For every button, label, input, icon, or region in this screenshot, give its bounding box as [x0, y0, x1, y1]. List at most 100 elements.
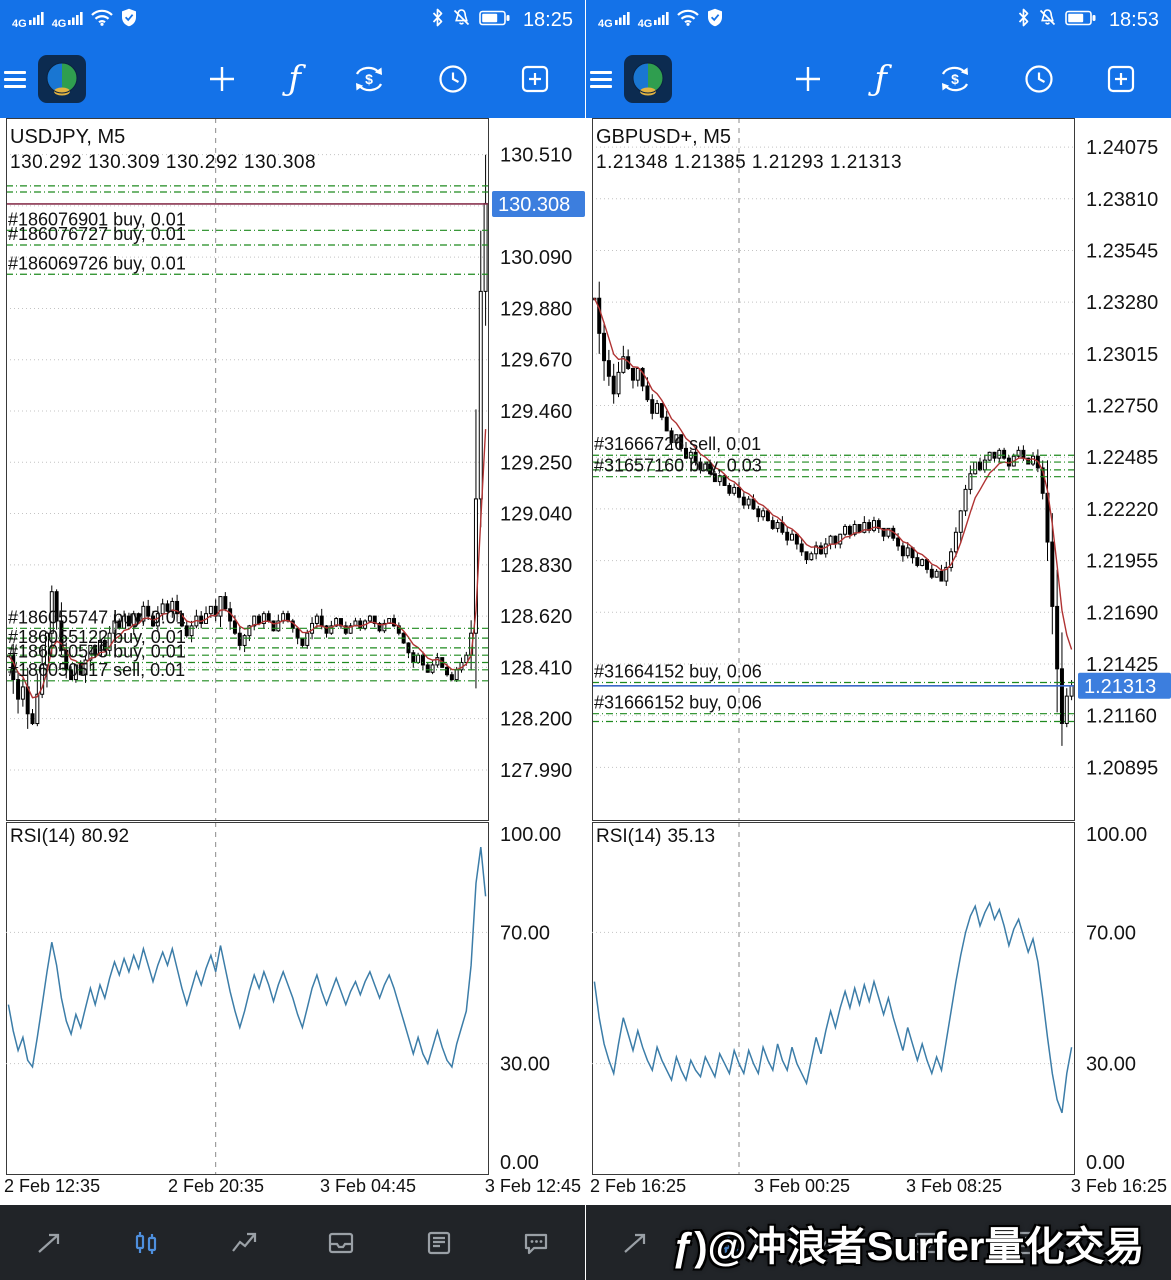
- candle-body: [11, 654, 16, 681]
- price-tick-label: 128.200: [500, 709, 572, 731]
- sim2-indicator: 4G: [638, 10, 670, 30]
- menu-button[interactable]: [4, 70, 26, 88]
- sessions-clock-icon[interactable]: [1023, 63, 1055, 95]
- app-toolbar: ƒ $: [586, 40, 1171, 118]
- candle-body: [1059, 668, 1064, 724]
- chart-region[interactable]: 130.510130.300130.090129.880129.670129.4…: [0, 118, 585, 1205]
- exchange-icon[interactable]: $: [937, 63, 973, 95]
- price-tick-label: 1.22750: [1086, 396, 1158, 418]
- candle-body: [165, 603, 170, 612]
- candle-body: [876, 520, 881, 529]
- chart-canvas[interactable]: 1.24075 1.23810 1.23545 1.23280 1.23015 1.227…: [586, 118, 1171, 1205]
- candles-layer: [6, 154, 488, 729]
- rsi-title: RSI(14): [10, 826, 76, 847]
- toolbar-icons: ƒ $: [792, 62, 1171, 96]
- order-label: #186055747 buy, 0.01: [8, 607, 186, 627]
- crosshair-icon[interactable]: [792, 63, 824, 95]
- menu-button[interactable]: [590, 70, 612, 88]
- sim1-indicator: 4G: [598, 10, 630, 30]
- candle-body: [640, 367, 645, 387]
- candle-body: [473, 498, 478, 634]
- rsi-tick-label: 70.00: [1086, 922, 1136, 944]
- candle-body: [237, 632, 242, 646]
- candle-body: [416, 654, 421, 664]
- candle-body: [314, 615, 319, 624]
- candle-body: [722, 475, 727, 486]
- nav-quotes-icon[interactable]: [34, 1229, 64, 1257]
- last-price-tag-text: 1.21313: [1084, 676, 1156, 698]
- candle-body: [295, 627, 300, 639]
- candle-body: [741, 496, 746, 506]
- candle-body: [664, 416, 669, 432]
- nav-messages-icon[interactable]: [1107, 1229, 1137, 1257]
- nav-mailbox-icon[interactable]: [912, 1229, 942, 1257]
- candle-body: [232, 620, 237, 634]
- new-chart-icon[interactable]: [1105, 63, 1137, 95]
- new-chart-icon[interactable]: [519, 63, 551, 95]
- rsi-tick-label: 0.00: [500, 1152, 539, 1174]
- candle-body: [382, 622, 387, 632]
- nav-trade-icon[interactable]: [815, 1229, 845, 1257]
- ohlc-values: 1.21348 1.21385 1.21293 1.21313: [596, 152, 903, 173]
- chart-canvas[interactable]: 130.510130.300130.090129.880129.670129.4…: [0, 118, 585, 1205]
- candle-body: [97, 640, 102, 656]
- ma-line: [593, 297, 1073, 650]
- chart-region[interactable]: 1.24075 1.23810 1.23545 1.23280 1.23015 1.227…: [586, 118, 1171, 1205]
- candle-body: [179, 613, 184, 627]
- candle-body: [828, 535, 833, 545]
- candle-body: [1064, 695, 1069, 724]
- status-right-group: 18:25: [431, 8, 573, 32]
- order-label: #186050545 buy, 0.01: [8, 642, 186, 662]
- exchange-icon[interactable]: $: [351, 63, 387, 95]
- candle-body: [449, 674, 454, 681]
- order-label: #31666726 sell, 0.01: [594, 434, 761, 454]
- candle-body: [40, 664, 45, 695]
- phone-panel-left: 4G 4G 18:25 ƒ: [0, 0, 585, 1280]
- candle-body: [88, 644, 93, 661]
- nav-charts-icon[interactable]: [717, 1229, 747, 1257]
- signal-bars-icon: [654, 10, 669, 30]
- battery-icon: [1065, 10, 1096, 31]
- rsi-tick-label: 100.00: [1086, 824, 1147, 846]
- nav-messages-icon[interactable]: [521, 1229, 551, 1257]
- sessions-clock-icon[interactable]: [437, 63, 469, 95]
- app-logo[interactable]: [624, 55, 672, 103]
- price-tick-label: 128.830: [500, 555, 572, 577]
- candle-body: [717, 475, 722, 483]
- candle-body: [261, 613, 266, 624]
- crosshair-icon[interactable]: [206, 63, 238, 95]
- last-price-tag-text: 130.308: [498, 194, 570, 216]
- candle-body: [963, 488, 968, 512]
- indicators-icon[interactable]: ƒ: [288, 59, 301, 99]
- rsi-pane-border: [6, 822, 489, 1175]
- candle-body: [1040, 467, 1045, 494]
- last-price-tag: [492, 190, 585, 217]
- candle-body: [987, 451, 992, 461]
- candle-body: [170, 600, 175, 612]
- candle-body: [944, 566, 949, 582]
- bottom-nav: [0, 1205, 585, 1280]
- signal-bars-icon: [68, 10, 83, 30]
- candle-body: [367, 615, 372, 622]
- candle-body: [1050, 541, 1055, 607]
- app-logo[interactable]: [38, 55, 86, 103]
- candle-body: [324, 625, 329, 634]
- rsi-line: [7, 847, 487, 1069]
- nav-news-icon[interactable]: [424, 1229, 454, 1257]
- nav-news-icon[interactable]: [1010, 1229, 1040, 1257]
- price-tick-label: 130.090: [500, 247, 572, 269]
- nav-charts-icon[interactable]: [131, 1229, 161, 1257]
- price-tick-label: 1.21425: [1086, 654, 1158, 676]
- nav-mailbox-icon[interactable]: [326, 1229, 356, 1257]
- price-tick-label: 1.22485: [1086, 447, 1158, 469]
- nav-trade-icon[interactable]: [229, 1229, 259, 1257]
- nav-quotes-icon[interactable]: [620, 1229, 650, 1257]
- price-tick-label: 1.22220: [1086, 499, 1158, 521]
- candle-body: [35, 693, 40, 725]
- indicators-icon[interactable]: ƒ: [874, 59, 887, 99]
- shield-check-icon: [707, 8, 723, 32]
- candle-body: [939, 570, 944, 582]
- candle-body: [775, 522, 780, 529]
- candle-body: [1021, 449, 1026, 459]
- rsi-indicator-label: RSI(14) 35.13: [596, 826, 721, 848]
